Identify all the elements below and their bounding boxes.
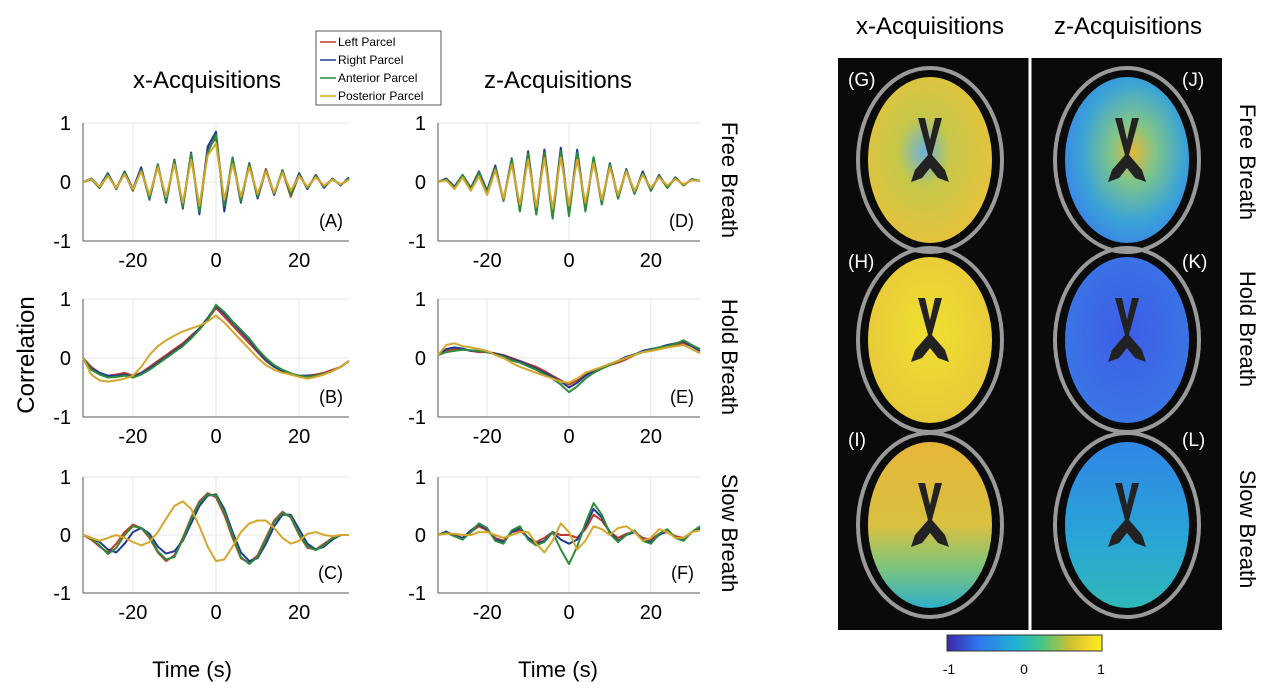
panel-label: (B): [319, 387, 343, 407]
line-panel-e: -20 0 20 1 0 -1 (E): [408, 289, 701, 448]
series-line-anterior-parcel: [82, 303, 350, 379]
line-panel-c: -20 0 20 1 0 -1 (C): [53, 467, 349, 624]
row-label-free: Free Breath: [717, 122, 742, 238]
row-label-hold: Hold Breath: [717, 299, 742, 415]
y-tick-label: 1: [415, 113, 426, 135]
series-line-anterior-parcel: [437, 502, 701, 565]
line-panel-d: -20 0 20 1 0 -1 (D): [408, 113, 701, 272]
panel-label: (A): [319, 211, 343, 231]
x-tick-label: -20: [473, 602, 502, 624]
legend-item-left: Left Parcel: [320, 35, 395, 49]
colorbar-tick-mid: 0: [1020, 661, 1028, 677]
x-axis-label-right: Time (s): [518, 657, 598, 682]
legend-label-left: Left Parcel: [338, 35, 395, 49]
legend-label-anterior: Anterior Parcel: [338, 71, 417, 85]
x-tick-label: 0: [210, 250, 221, 272]
y-tick-label: 1: [60, 467, 71, 489]
y-tick-label: 0: [415, 525, 426, 547]
y-tick-label: 1: [60, 289, 71, 311]
x-tick-label: 20: [640, 250, 662, 272]
map-row-label-slow: Slow Breath: [1235, 470, 1260, 589]
y-tick-label: 0: [60, 525, 71, 547]
series-line-anterior-parcel: [437, 339, 701, 394]
map-label-i: (I): [848, 430, 866, 451]
x-tick-label: -20: [118, 250, 147, 272]
panel-label: (D): [669, 211, 694, 231]
legend-label-posterior: Posterior Parcel: [338, 89, 423, 103]
x-tick-label: -20: [473, 250, 502, 272]
map-label-h: (H): [848, 252, 874, 273]
map-row-label-hold: Hold Breath: [1235, 271, 1260, 387]
series-line-posterior-parcel: [82, 314, 350, 383]
brain-map-g: (G): [848, 66, 1004, 254]
map-label-g: (G): [848, 70, 875, 91]
line-panel-f: -20 0 20 1 0 -1 (F): [408, 467, 701, 624]
line-panel-a: -20 0 20 1 0 -1 (A): [53, 113, 350, 272]
x-axis-label-left: Time (s): [152, 657, 232, 682]
x-tick-label: 20: [640, 426, 662, 448]
map-col-title-x: x-Acquisitions: [856, 13, 1004, 40]
map-label-j: (J): [1182, 70, 1204, 91]
y-tick-label: -1: [53, 231, 71, 253]
series-line-posterior-parcel: [82, 142, 350, 207]
series-line-anterior-parcel: [82, 493, 349, 565]
x-tick-label: 0: [210, 426, 221, 448]
x-tick-label: 20: [288, 426, 310, 448]
x-tick-label: -20: [118, 602, 147, 624]
y-tick-label: 1: [415, 467, 426, 489]
map-row-label-free: Free Breath: [1235, 104, 1260, 220]
x-tick-label: 20: [288, 250, 310, 272]
col-title-z: z-Acquisitions: [484, 67, 632, 94]
legend: Left Parcel Right Parcel Anterior Parcel…: [315, 30, 442, 106]
x-tick-label: -20: [473, 426, 502, 448]
x-tick-label: 20: [288, 602, 310, 624]
colorbar-tick-max: 1: [1097, 661, 1105, 677]
colorbar-tick-min: -1: [943, 661, 956, 677]
series-line-posterior-parcel: [437, 156, 701, 210]
x-tick-label: 0: [563, 602, 574, 624]
y-tick-label: 1: [60, 113, 71, 135]
y-tick-label: -1: [53, 583, 71, 605]
panel-label: (E): [670, 387, 694, 407]
row-label-slow: Slow Breath: [717, 474, 742, 593]
colorbar-gradient: [946, 634, 1103, 652]
y-tick-label: -1: [408, 407, 426, 429]
x-tick-label: 0: [210, 602, 221, 624]
x-tick-label: 0: [563, 426, 574, 448]
x-tick-label: 0: [563, 250, 574, 272]
y-tick-label: -1: [53, 407, 71, 429]
map-label-l: (L): [1182, 430, 1205, 451]
legend-item-posterior: Posterior Parcel: [320, 89, 423, 103]
x-tick-label: 20: [640, 602, 662, 624]
x-tick-label: -20: [118, 426, 147, 448]
brain-map-k: (K): [1053, 246, 1207, 434]
map-col-title-z: z-Acquisitions: [1054, 13, 1202, 40]
series-line-posterior-parcel: [437, 522, 701, 554]
y-tick-label: -1: [408, 231, 426, 253]
panel-label: (C): [318, 563, 343, 583]
brain-map-l: (L): [1053, 430, 1205, 619]
legend-item-right: Right Parcel: [320, 53, 403, 67]
y-tick-label: -1: [408, 583, 426, 605]
panel-label: (F): [671, 563, 694, 583]
col-title-x: x-Acquisitions: [133, 67, 281, 94]
brain-map-j: (J): [1053, 66, 1204, 254]
brain-map-h: (H): [848, 246, 1004, 434]
y-axis-label: Correlation: [13, 296, 40, 413]
legend-label-right: Right Parcel: [338, 53, 403, 67]
map-label-k: (K): [1182, 252, 1207, 273]
series-line-posterior-parcel: [82, 500, 349, 563]
y-tick-label: 0: [60, 348, 71, 370]
brain-map-i: (I): [848, 430, 1004, 619]
y-tick-label: 0: [415, 172, 426, 194]
y-tick-label: 1: [415, 289, 426, 311]
colorbar: -1 0 1: [943, 634, 1105, 677]
series-line-posterior-parcel: [437, 342, 701, 384]
y-tick-label: 0: [415, 348, 426, 370]
legend-item-anterior: Anterior Parcel: [320, 71, 417, 85]
y-tick-label: 0: [60, 172, 71, 194]
line-panel-b: -20 0 20 1 0 -1 (B): [53, 289, 350, 448]
